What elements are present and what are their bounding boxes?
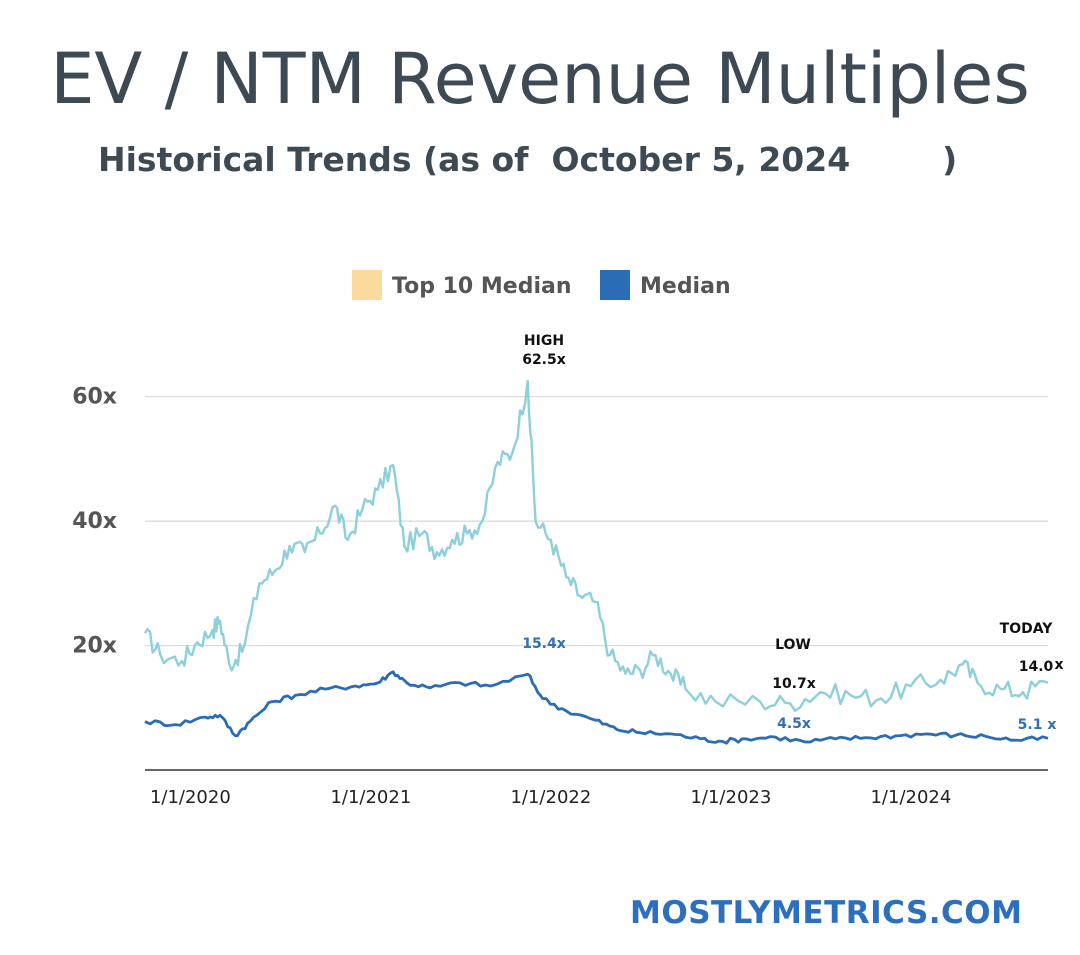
annotation-today-median: 5.1 x <box>1018 717 1057 733</box>
y-tick-label: 60x <box>72 385 117 410</box>
legend-swatch-median <box>600 270 630 300</box>
series-lines <box>143 379 1049 745</box>
legend: Top 10 Median Median <box>352 270 731 300</box>
y-axis-ticks: 20x 40x 60x <box>72 385 117 659</box>
annotation-today-value: 14.0 <box>1019 659 1054 675</box>
legend-swatch-top10 <box>352 270 382 300</box>
x-tick-label: 1/1/2024 <box>870 787 951 808</box>
series-top10-median-line <box>143 379 1049 712</box>
y-tick-label: 20x <box>72 634 117 659</box>
x-tick-label: 1/1/2021 <box>330 787 411 808</box>
annotation-low-value: 10.7x <box>772 676 816 692</box>
x-tick-label: 1/1/2023 <box>690 787 771 808</box>
x-axis-ticks: 1/1/2020 1/1/2021 1/1/2022 1/1/2023 1/1/2024 <box>150 787 951 808</box>
y-tick-label: 40x <box>72 509 117 534</box>
chart-title: EV / NTM Revenue Multiples <box>50 38 1030 120</box>
brand-footer: MOSTLYMETRICS.COM <box>630 895 1023 931</box>
legend-label-top10: Top 10 Median <box>392 274 572 299</box>
x-tick-label: 1/1/2020 <box>150 787 231 808</box>
annotation-today-suffix: x <box>1054 657 1063 673</box>
annotation-high-value: 62.5x <box>522 352 566 368</box>
annotation-median-low: 4.5x <box>777 716 811 732</box>
chart-subtitle: Historical Trends (as of October 5, 2024… <box>98 140 958 179</box>
gridlines <box>145 396 1048 647</box>
annotation-low-label: LOW <box>775 637 811 653</box>
annotation-today-label: TODAY <box>1000 621 1054 637</box>
annotation-median-peak: 15.4x <box>522 636 566 652</box>
series-median-line <box>144 670 1049 745</box>
annotations: HIGH 62.5x 15.4x LOW 10.7x 4.5x TODAY 14… <box>522 333 1063 733</box>
annotation-high-label: HIGH <box>524 333 564 349</box>
x-tick-label: 1/1/2022 <box>510 787 591 808</box>
legend-label-median: Median <box>640 274 731 299</box>
